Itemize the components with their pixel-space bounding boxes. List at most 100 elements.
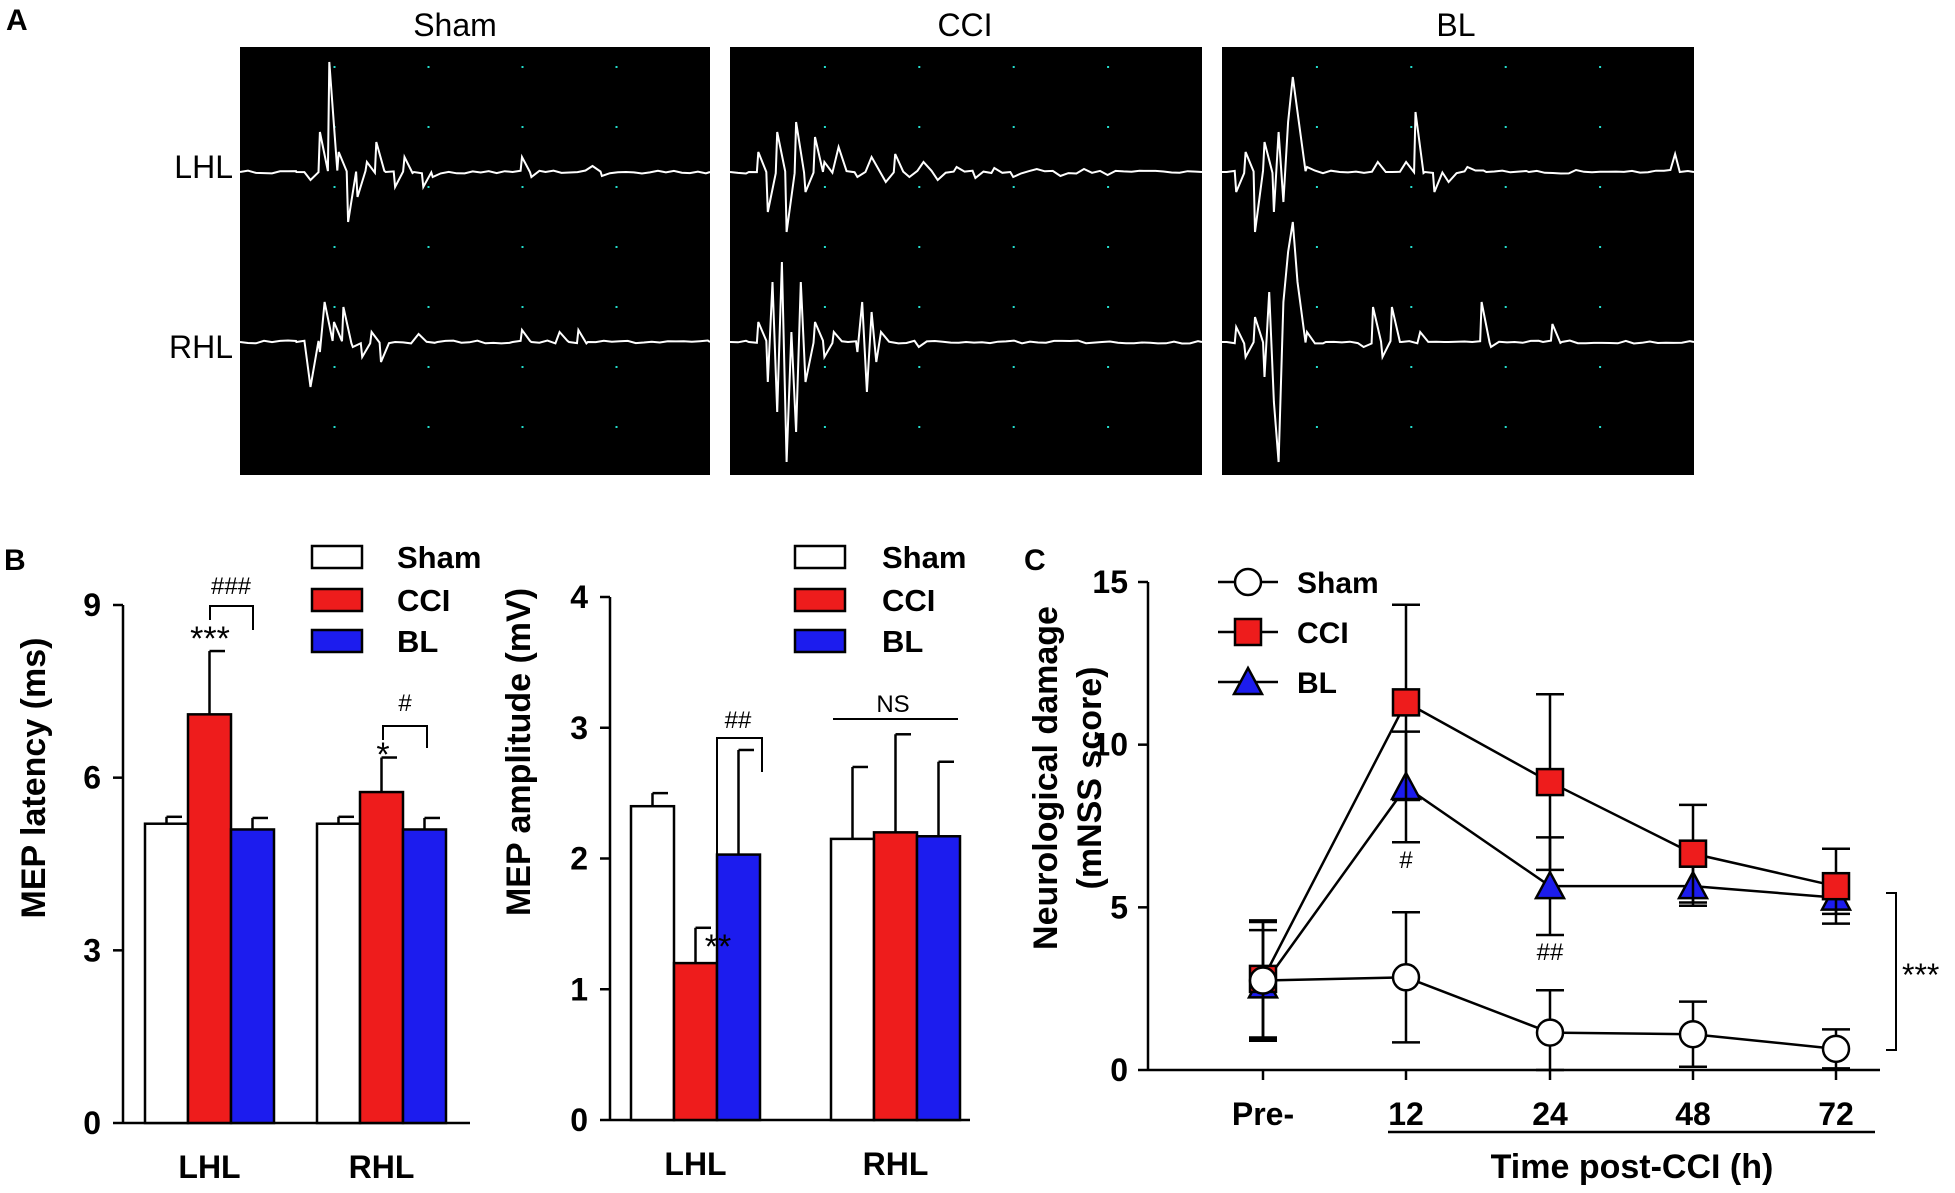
scope-grid-dot (1107, 66, 1110, 68)
mnss-x-tick-label: 12 (1388, 1096, 1424, 1132)
latency-legend-swatch-bl (310, 628, 364, 654)
amplitude-ylabel: MEP amplitude (mV) (500, 588, 538, 916)
mnss-chart: Neurological damage (mNSS score) 0 5 10 15 P… (1027, 564, 1939, 1186)
amplitude-y-tick-label: 1 (570, 971, 588, 1007)
scope-grid-dot (1012, 426, 1015, 428)
trace-panel-bl: BL (1222, 7, 1695, 475)
amplitude-legend-swatch-cci (793, 587, 847, 613)
mnss-annot-12: # (1399, 847, 1413, 874)
trace-panel-sham: Sham (239, 7, 711, 475)
mnss-axes: 0 5 10 15 Pre- 12 24 48 72 (1092, 564, 1880, 1132)
latency-legend-bl: BL (397, 624, 438, 659)
scope-grid-dot (615, 246, 618, 248)
amplitude-bar-bl-rhl (915, 835, 962, 1122)
panel-label-b: B (4, 544, 26, 577)
amplitude-y-tick-label: 2 (570, 841, 588, 877)
scope-grid-dot (333, 366, 336, 368)
amplitude-legend-swatch-sham (793, 544, 847, 570)
scope-grid-dot (521, 366, 524, 368)
scope-grid-dot (823, 186, 826, 188)
mnss-point-cci (1535, 767, 1565, 797)
latency-bar-cci-lhl (186, 713, 233, 1125)
scope-grid-dot (1315, 66, 1318, 68)
mnss-annotations: # ## *** (1399, 847, 1939, 1051)
scope-grid-dot (521, 306, 524, 308)
scope-grid-dot (521, 426, 524, 428)
scope-grid-dot (918, 426, 921, 428)
trace-sham-lhl (239, 61, 711, 223)
amplitude-lhl-star: ** (705, 928, 731, 966)
latency-rhl-star: * (376, 736, 389, 774)
scope-grid-dot (1504, 366, 1507, 368)
scope-grid-dot (918, 246, 921, 248)
scope-grid-sham (333, 66, 618, 428)
trace-cci-rhl (729, 261, 1203, 463)
scope-grid-dot (1107, 126, 1110, 128)
latency-legend-cci: CCI (397, 583, 450, 618)
latency-y-tick-label: 9 (83, 587, 101, 623)
scope-grid-dot (1599, 366, 1602, 368)
mnss-annot-24: ## (1537, 939, 1564, 966)
latency-x-tick-label: LHL (178, 1149, 240, 1185)
trace-bl-rhl (1222, 221, 1695, 463)
scope-grid-dot (1410, 126, 1413, 128)
latency-bar-bl-lhl (229, 828, 276, 1125)
scope-grid-dot (1107, 426, 1110, 428)
mnss-point-sham (1248, 966, 1278, 995)
amplitude-legend-bl: BL (882, 624, 923, 659)
amplitude-bar-sham-lhl (629, 804, 676, 1122)
latency-axes: 0 3 6 9 LHL RHL (83, 587, 470, 1185)
scope-grid-dot (1012, 366, 1015, 368)
mnss-ylabel-line2: (mNSS score) (1071, 667, 1109, 890)
scope-grid-dot (1012, 246, 1015, 248)
mnss-legend-cci: CCI (1297, 617, 1349, 650)
amplitude-legend: Sham CCI BL (793, 540, 966, 659)
scope-grid-dot (823, 246, 826, 248)
scope-grid-dot (1107, 366, 1110, 368)
scope-grid-dot (427, 186, 430, 188)
scope-grid-dot (1410, 366, 1413, 368)
scope-grid-bl (1315, 66, 1602, 428)
mnss-x-tick-label: 72 (1818, 1096, 1854, 1132)
mnss-legend-marker-bl (1231, 665, 1265, 696)
scope-grid-dot (918, 306, 921, 308)
latency-bar-cci-rhl (358, 790, 405, 1125)
mnss-x-tick-label: 48 (1675, 1096, 1711, 1132)
latency-legend-sham: Sham (397, 540, 481, 575)
panel-label-a: A (6, 4, 28, 37)
amplitude-x-tick-label: LHL (664, 1146, 726, 1182)
latency-bar-sham-lhl (143, 822, 190, 1125)
trace-sham-rhl (239, 301, 711, 388)
latency-bar-sham-rhl (315, 822, 362, 1125)
mnss-point-cci (1391, 688, 1421, 717)
scope-grid-dot (615, 306, 618, 308)
scope-grid-dot (333, 186, 336, 188)
latency-x-tick-label: RHL (349, 1149, 415, 1185)
amplitude-bar-cci-lhl (672, 961, 719, 1122)
scope-grid-dot (333, 426, 336, 428)
scope-grid-dot (1410, 66, 1413, 68)
mnss-x-tick-label: Pre- (1232, 1096, 1294, 1132)
scope-grid-dot (823, 126, 826, 128)
scope-grid-dot (1315, 306, 1318, 308)
scope-grid-dot (427, 366, 430, 368)
amplitude-bars (629, 733, 962, 1122)
amplitude-y-tick-label: 0 (570, 1102, 588, 1138)
latency-y-tick-label: 0 (83, 1105, 101, 1141)
amplitude-legend-cci: CCI (882, 583, 935, 618)
mnss-point-cci (1821, 871, 1851, 901)
mnss-point-sham (1678, 1019, 1708, 1049)
mnss-point-cci (1678, 839, 1708, 868)
amplitude-chart: MEP amplitude (mV) 0 1 2 3 4 LHL RHL Sham CCI … (500, 540, 970, 1182)
scope-grid-dot (1504, 66, 1507, 68)
mnss-y-tick-label: 15 (1092, 564, 1128, 600)
mnss-point-sham (1535, 1018, 1565, 1047)
scope-grid-dot (1107, 246, 1110, 248)
amplitude-legend-swatch-bl (793, 628, 847, 654)
scope-grid-dot (1107, 306, 1110, 308)
mnss-legend-marker-sham (1233, 567, 1263, 597)
trace-title-sham: Sham (413, 7, 497, 43)
scope-grid-cci (823, 66, 1110, 428)
scope-grid-dot (1599, 306, 1602, 308)
